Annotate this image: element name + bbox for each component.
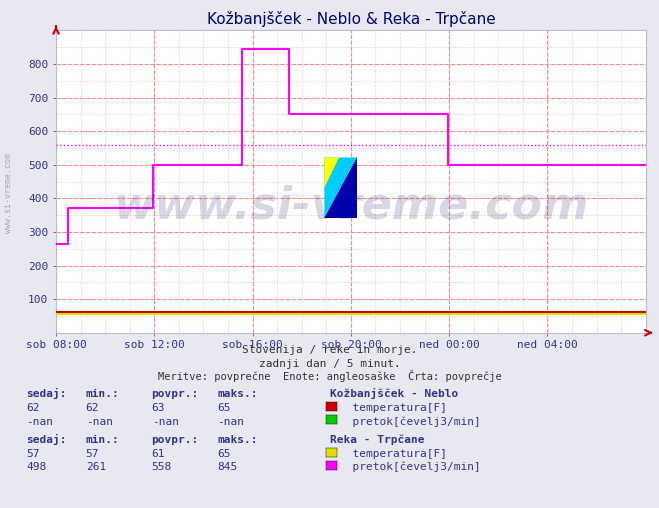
Text: -nan: -nan — [86, 417, 113, 427]
Text: zadnji dan / 5 minut.: zadnji dan / 5 minut. — [258, 359, 401, 369]
Text: 65: 65 — [217, 449, 231, 459]
Text: sedaj:: sedaj: — [26, 434, 67, 445]
Text: 845: 845 — [217, 462, 238, 472]
Text: 62: 62 — [26, 403, 40, 414]
Text: 57: 57 — [86, 449, 99, 459]
Text: sedaj:: sedaj: — [26, 388, 67, 399]
Text: 261: 261 — [86, 462, 106, 472]
Text: pretok[čevelj3/min]: pretok[čevelj3/min] — [339, 462, 481, 472]
Polygon shape — [324, 157, 357, 218]
Text: www.si-vreme.com: www.si-vreme.com — [4, 153, 13, 233]
Text: Reka - Trpčane: Reka - Trpčane — [330, 434, 424, 445]
Text: www.si-vreme.com: www.si-vreme.com — [113, 184, 588, 227]
Text: 63: 63 — [152, 403, 165, 414]
Text: 61: 61 — [152, 449, 165, 459]
Text: temperatura[F]: temperatura[F] — [339, 403, 447, 414]
Text: maks.:: maks.: — [217, 435, 258, 445]
Text: -nan: -nan — [217, 417, 244, 427]
Text: povpr.:: povpr.: — [152, 435, 199, 445]
Text: 498: 498 — [26, 462, 47, 472]
Text: 62: 62 — [86, 403, 99, 414]
Text: Kožbanjšček - Neblo: Kožbanjšček - Neblo — [330, 388, 458, 399]
Text: min.:: min.: — [86, 389, 119, 399]
Polygon shape — [324, 157, 357, 218]
Text: temperatura[F]: temperatura[F] — [339, 449, 447, 459]
Text: 558: 558 — [152, 462, 172, 472]
Text: Slovenija / reke in morje.: Slovenija / reke in morje. — [242, 345, 417, 355]
Text: 65: 65 — [217, 403, 231, 414]
Text: 57: 57 — [26, 449, 40, 459]
Polygon shape — [324, 157, 339, 187]
Text: Meritve: povprečne  Enote: angleosaške  Črta: povprečje: Meritve: povprečne Enote: angleosaške Čr… — [158, 370, 501, 382]
Text: maks.:: maks.: — [217, 389, 258, 399]
Text: pretok[čevelj3/min]: pretok[čevelj3/min] — [339, 416, 481, 427]
Text: -nan: -nan — [26, 417, 53, 427]
Title: Kožbanjšček - Neblo & Reka - Trpčane: Kožbanjšček - Neblo & Reka - Trpčane — [206, 11, 496, 26]
Text: -nan: -nan — [152, 417, 179, 427]
Text: min.:: min.: — [86, 435, 119, 445]
Text: povpr.:: povpr.: — [152, 389, 199, 399]
